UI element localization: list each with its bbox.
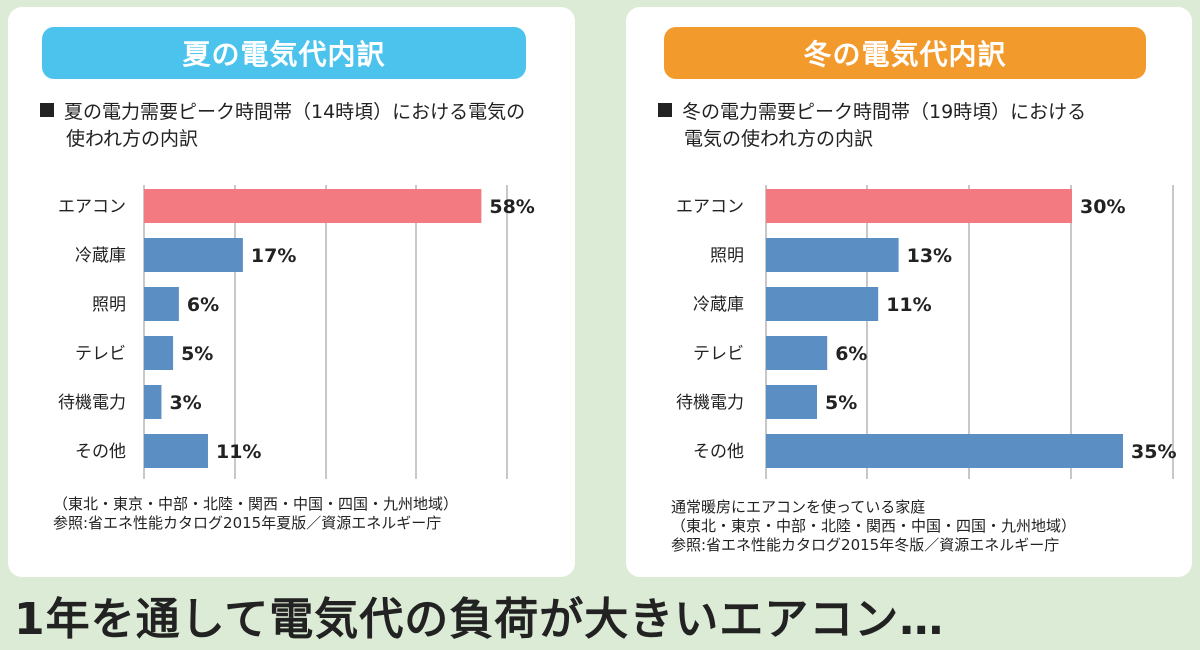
value-label: 58% — [489, 196, 534, 218]
square-bullet-icon — [40, 103, 54, 117]
winter-subtitle-line2: 電気の使われ方の内訳 — [684, 128, 874, 150]
headline: 1年を通して電気代の負荷が大きいエアコン… — [14, 594, 945, 645]
value-label: 17% — [251, 245, 296, 267]
winter-panel: 冬の電気代内訳 冬の電力需要ピーク時間帯（19時頃）における 電気の使われ方の内… — [626, 7, 1192, 577]
bar — [144, 238, 243, 272]
value-label: 5% — [825, 392, 857, 414]
category-label: 待機電力 — [676, 393, 744, 413]
winter-subtitle: 冬の電力需要ピーク時間帯（19時頃）における 電気の使われ方の内訳 — [658, 99, 1178, 153]
summer-note-line: （東北・東京・中部・北陸・関西・中国・四国・九州地域） — [53, 495, 459, 513]
value-label: 6% — [187, 294, 219, 316]
category-label: 照明 — [92, 295, 126, 315]
category-label: テレビ — [693, 344, 744, 364]
bar — [766, 385, 817, 419]
winter-note: 通常暖房にエアコンを使っている家庭 （東北・東京・中部・北陸・関西・中国・四国・… — [671, 498, 1076, 555]
bar — [766, 434, 1123, 468]
bar — [766, 189, 1072, 223]
winter-note-line: 通常暖房にエアコンを使っている家庭 — [671, 498, 926, 516]
summer-note: （東北・東京・中部・北陸・関西・中国・四国・九州地域） 参照:省エネ性能カタログ… — [53, 495, 458, 533]
bar — [144, 287, 179, 321]
value-label: 35% — [1131, 441, 1176, 463]
category-label: 待機電力 — [58, 393, 126, 413]
square-bullet-icon — [658, 103, 672, 117]
winter-note-line: （東北・東京・中部・北陸・関西・中国・四国・九州地域） — [671, 517, 1077, 535]
summer-bar-chart: エアコン 58% 冷蔵庫 17% 照明 6% テレビ 5% 待機電力 3% その他 11% — [58, 185, 535, 479]
bar — [766, 336, 828, 370]
bar — [144, 434, 208, 468]
category-label: 冷蔵庫 — [693, 295, 744, 315]
value-label: 11% — [886, 294, 931, 316]
summer-panel: 夏の電気代内訳 夏の電力需要ピーク時間帯（14時頃）における電気の 使われ方の内… — [8, 7, 575, 577]
winter-note-line: 参照:省エネ性能カタログ2015年冬版／資源エネルギー庁 — [671, 536, 1060, 554]
summer-subtitle: 夏の電力需要ピーク時間帯（14時頃）における電気の 使われ方の内訳 — [40, 99, 560, 153]
value-label: 13% — [907, 245, 952, 267]
category-label: その他 — [693, 442, 744, 462]
bar — [144, 336, 174, 370]
summer-subtitle-line1: 夏の電力需要ピーク時間帯（14時頃）における電気の — [64, 101, 526, 123]
winter-subtitle-line1: 冬の電力需要ピーク時間帯（19時頃）における — [682, 101, 1087, 123]
value-label: 5% — [181, 343, 213, 365]
category-label: その他 — [75, 442, 126, 462]
value-label: 6% — [835, 343, 867, 365]
winter-bar-chart: エアコン 30% 照明 13% 冷蔵庫 11% テレビ 6% 待機電力 5% その他 35% — [676, 185, 1176, 479]
bar — [144, 385, 162, 419]
category-label: エアコン — [58, 197, 126, 217]
category-label: 照明 — [710, 246, 744, 266]
value-label: 11% — [216, 441, 261, 463]
winter-title: 冬の電気代内訳 — [664, 27, 1146, 79]
summer-title: 夏の電気代内訳 — [42, 27, 526, 79]
summer-subtitle-line2: 使われ方の内訳 — [66, 128, 199, 150]
summer-note-line: 参照:省エネ性能カタログ2015年夏版／資源エネルギー庁 — [53, 514, 442, 532]
category-label: エアコン — [676, 197, 744, 217]
bar — [144, 189, 482, 223]
bar — [766, 287, 879, 321]
bar — [766, 238, 899, 272]
category-label: テレビ — [75, 344, 126, 364]
category-label: 冷蔵庫 — [75, 246, 126, 266]
value-label: 3% — [169, 392, 201, 414]
value-label: 30% — [1080, 196, 1125, 218]
